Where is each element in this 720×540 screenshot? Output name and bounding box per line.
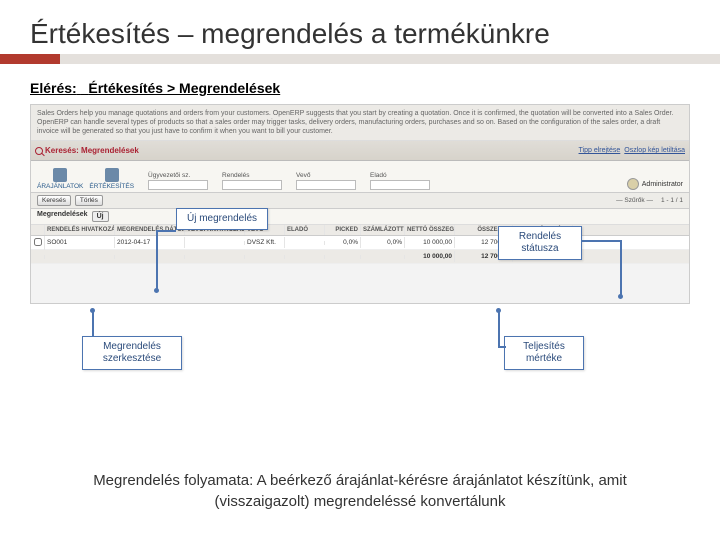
col-check (31, 225, 45, 235)
slide-title: Értékesítés – megrendelés a termékünkre (30, 18, 690, 50)
nav-quotes[interactable]: ÁRAJÁNLATOK (37, 168, 83, 190)
field-order: Rendelés (222, 172, 282, 190)
sales-icon (105, 168, 119, 182)
nav-sales[interactable]: ÉRTÉKESÍTÉS (89, 168, 134, 190)
search-title-text: Keresés: Megrendelések (45, 146, 139, 155)
field-mgr-input[interactable] (148, 180, 208, 190)
field-buyer-label: Vevő (296, 172, 356, 179)
ptr-a1b (156, 230, 176, 232)
ptr-a3 (620, 240, 622, 296)
nav-quotes-label: ÁRAJÁNLATOK (37, 183, 83, 190)
annot-status: Rendelés státusza (498, 226, 582, 260)
ptr-a2-end (90, 308, 95, 313)
ptr-a1 (156, 230, 158, 290)
breadcrumb-path: Elérés: Értékesítés > Megrendelések (30, 80, 690, 96)
cell-cref (185, 241, 245, 245)
app-screenshot: Sales Orders help you manage quotations … (30, 104, 690, 304)
cell-billed: 0,0% (361, 237, 405, 248)
title-underline (0, 54, 720, 64)
cell-net: 10 000,00 (405, 237, 455, 248)
field-buyer-input[interactable] (296, 180, 356, 190)
table-header: RENDELÉS HIVATKOZÁS MEGRENDELÉS DÁTUMA V… (31, 225, 689, 236)
field-seller: Eladó (370, 172, 430, 190)
hide-tip-link[interactable]: Tipp elrejtése (579, 147, 621, 154)
cell-picked: 0,0% (325, 237, 361, 248)
field-mgr-num: Ügyvezetői sz. (148, 172, 208, 190)
app-toolbar: Keresés: Megrendelések Tipp elrejtése Os… (31, 141, 689, 161)
search-heading: Keresés: Megrendelések (35, 146, 139, 155)
list-breadcrumb: Megrendelések Új (31, 209, 689, 225)
ptr-a4 (498, 310, 500, 346)
field-order-input[interactable] (222, 180, 282, 190)
annot-edit-order: Megrendelés szerkesztése (82, 336, 182, 370)
ptr-a2 (92, 310, 94, 336)
col-net[interactable]: NETTÓ ÖSSZEG (405, 225, 455, 235)
search-button[interactable]: Keresés (37, 195, 71, 206)
cell-seller (285, 241, 325, 245)
cell-buyer: DVSZ Kft. (245, 237, 285, 248)
new-button[interactable]: Új (92, 211, 109, 222)
button-row: Keresés Törlés — Szűrők — 1 - 1 / 1 (31, 193, 689, 209)
admin-badge[interactable]: Administrator (627, 178, 683, 190)
search-icon (35, 147, 43, 155)
path-value: Értékesítés > Megrendelések (88, 80, 280, 96)
ptr-a1-end (154, 288, 159, 293)
nav-sales-label: ÉRTÉKESÍTÉS (89, 183, 134, 190)
cell-date: 2012-04-17 (115, 237, 185, 248)
ptr-a3-end (618, 294, 623, 299)
annot-fulfillment: Teljesítés mértéke (504, 336, 584, 370)
slide-footer-text: Megrendelés folyamata: A beérkező áraján… (60, 470, 660, 512)
pager: 1 - 1 / 1 (661, 197, 683, 204)
tot-net: 10 000,00 (405, 251, 455, 262)
avatar-icon (627, 178, 639, 190)
admin-label: Administrator (642, 181, 683, 188)
col-seller[interactable]: ELADÓ (285, 225, 325, 235)
cell-ref: SO001 (45, 237, 115, 248)
quotes-icon (53, 168, 67, 182)
field-mgr-label: Ügyvezetői sz. (148, 172, 208, 179)
row-checkbox[interactable] (34, 238, 42, 246)
table-totals: 10 000,00 12 700,00 (31, 250, 689, 264)
field-seller-label: Eladó (370, 172, 430, 179)
filter-dropdown[interactable]: — Szűrők — (616, 197, 653, 204)
clear-button[interactable]: Törlés (75, 195, 103, 206)
table-row[interactable]: SO001 2012-04-17 DVSZ Kft. 0,0% 0,0% 10 … (31, 236, 689, 250)
ptr-a4-end (496, 308, 501, 313)
field-seller-input[interactable] (370, 180, 430, 190)
field-order-label: Rendelés (222, 172, 282, 179)
nav-row: ÁRAJÁNLATOK ÉRTÉKESÍTÉS Ügyvezetői sz. R… (31, 161, 689, 193)
field-buyer: Vevő (296, 172, 356, 190)
ptr-a3b (582, 240, 620, 242)
annot-new-order: Új megrendelés (176, 208, 268, 230)
disable-col-img-link[interactable]: Oszlop kép letiltása (624, 147, 685, 154)
ptr-a4b (498, 346, 506, 348)
col-picked[interactable]: PICKED (325, 225, 361, 235)
col-ref[interactable]: RENDELÉS HIVATKOZÁS (45, 225, 115, 235)
app-help-text: Sales Orders help you manage quotations … (31, 105, 689, 141)
col-billed[interactable]: SZÁMLÁZOTT (361, 225, 405, 235)
crumb-orders[interactable]: Megrendelések (37, 211, 88, 222)
path-label: Elérés: (30, 80, 77, 96)
